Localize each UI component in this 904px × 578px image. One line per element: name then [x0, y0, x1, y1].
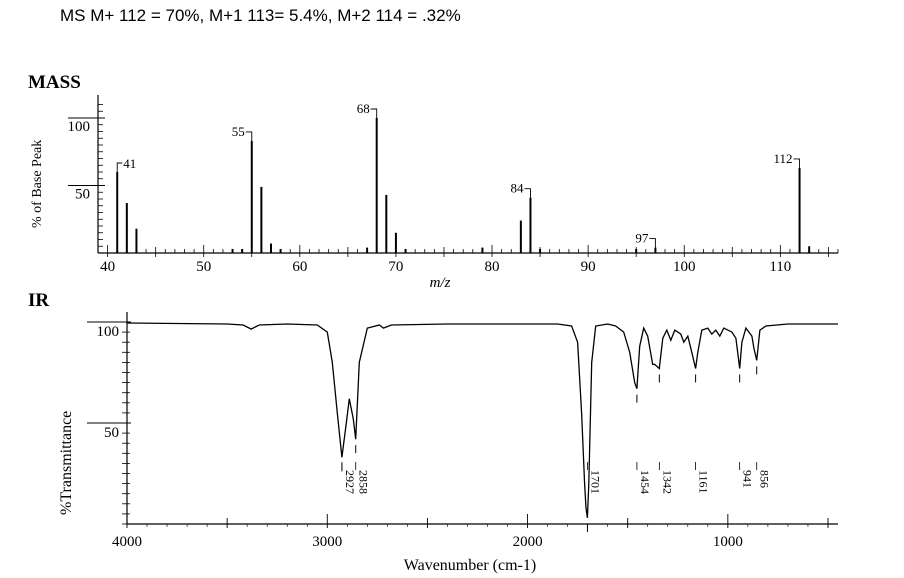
mass-x-tick-label: 110 [769, 259, 791, 275]
ir-annotation-label: 2858 [357, 470, 371, 494]
mass-x-tick-label: 100 [673, 259, 696, 275]
header-note: MS M+ 112 = 70%, M+1 113= 5.4%, M+2 114 … [60, 6, 461, 25]
ir-x-tick-label: 4000 [112, 534, 142, 550]
ir-x-tick-label: 2000 [513, 534, 543, 550]
ir-annotation-label: 2927 [343, 470, 357, 494]
mass-peak-leader [116, 162, 123, 172]
ir-x-tick-label: 1000 [713, 534, 743, 550]
ir-annotation-label: 856 [758, 470, 772, 488]
mass-peak-label: 112 [774, 151, 793, 166]
mass-peak-label: 68 [357, 101, 370, 116]
mass-peak-leader [245, 131, 253, 141]
mass-x-tick-label: 70 [388, 259, 403, 275]
mass-x-axis-label: m/z [430, 275, 451, 291]
ir-x-axis-label: Wavenumber (cm-1) [404, 557, 536, 574]
mass-x-tick-label: 60 [292, 259, 307, 275]
mass-spectrum-chart: 50 100 40 50 60 70 80 90 100 110 m/z 41 55 68 84 97 112 [68, 95, 839, 291]
mass-chart-title: MASS [28, 72, 81, 93]
ir-spectrum-line [126, 322, 838, 518]
mass-peak-label: 97 [635, 231, 649, 246]
ir-x-tick-label: 3000 [312, 534, 342, 550]
mass-y-tick-label: 100 [68, 119, 91, 135]
mass-x-tick-label: 80 [485, 259, 500, 275]
ir-chart-title: IR [28, 290, 50, 311]
mass-peak-leader [649, 238, 656, 248]
mass-peak-label: 41 [123, 156, 136, 171]
ir-y-tick-label: 100 [97, 324, 120, 340]
ir-annotation-label: 1454 [638, 470, 652, 494]
mass-y-tick-label: 50 [75, 187, 90, 203]
mass-peak-leader [793, 158, 801, 168]
ir-y-tick-label: 50 [104, 425, 119, 441]
ir-annotation-label: 941 [741, 470, 755, 488]
ir-annotation-label: 1342 [660, 470, 674, 494]
ir-annotation-label: 1161 [697, 470, 711, 494]
mass-peak-leader [370, 108, 378, 118]
mass-peak-leader [524, 188, 531, 198]
mass-peak-label: 55 [232, 124, 245, 139]
mass-x-tick-label: 50 [196, 259, 211, 275]
mass-x-tick-label: 90 [581, 259, 596, 275]
mass-peak-label: 84 [510, 181, 524, 196]
ir-annotation-label: 1701 [588, 470, 602, 494]
mass-x-tick-label: 40 [100, 259, 115, 275]
